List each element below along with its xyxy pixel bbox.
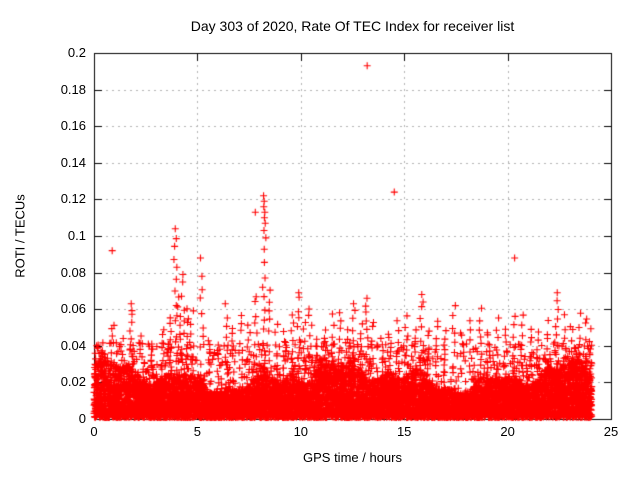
roti-scatter-plot-canvas xyxy=(0,0,640,480)
roti-chart-window: Day 303 of 2020, Rate Of TEC Index for r… xyxy=(0,0,640,480)
